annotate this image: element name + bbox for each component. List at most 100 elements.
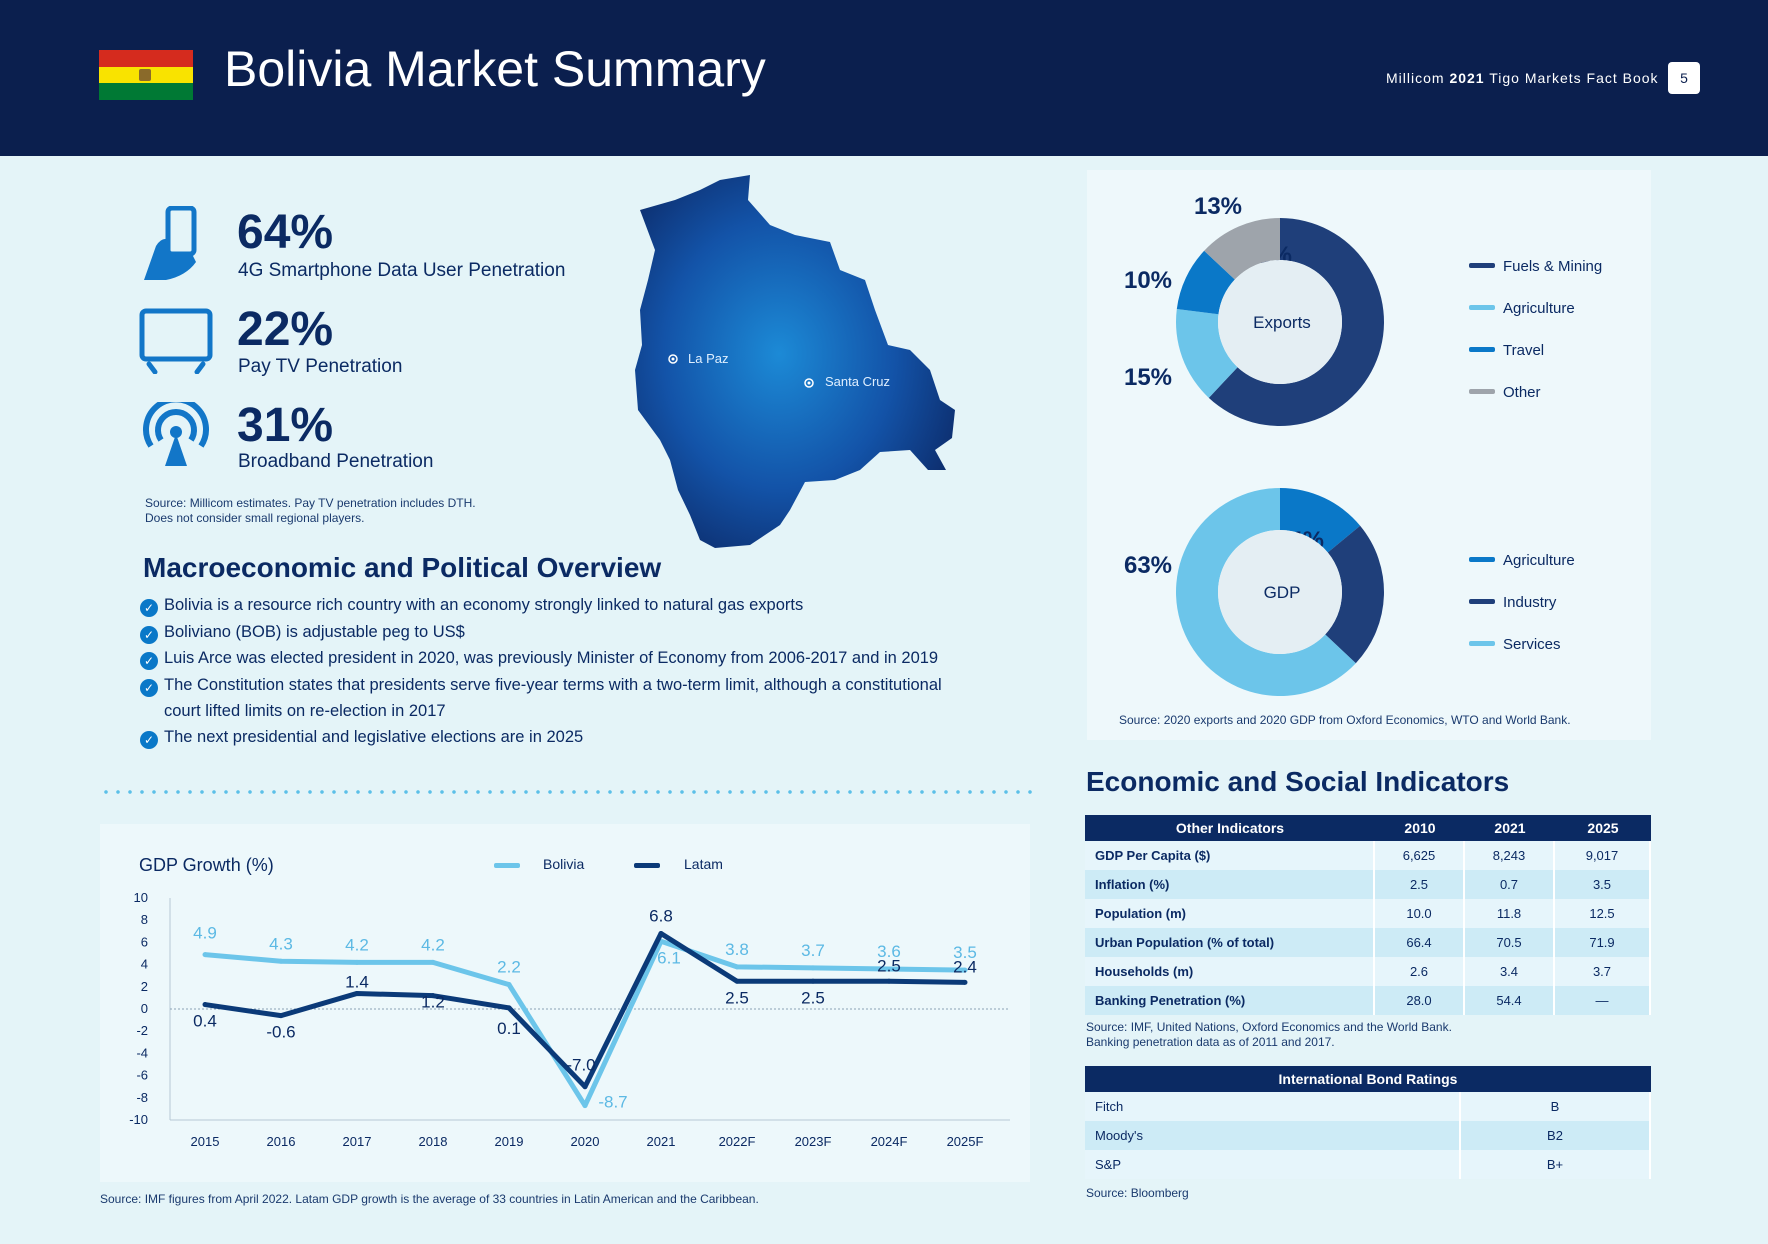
check-icon: ✓ xyxy=(140,731,158,749)
indicator-value-cell: 8,243 xyxy=(1465,841,1555,870)
macro-bullet: ✓ Bolivia is a resource rich country with… xyxy=(140,592,803,618)
tv-icon xyxy=(139,308,213,374)
legend-label: Travel xyxy=(1503,342,1544,359)
smartphone-hand-icon xyxy=(144,206,197,280)
latam-data-label: -7.0 xyxy=(566,1056,595,1075)
legend-swatch xyxy=(1469,557,1495,562)
latam-point xyxy=(734,978,740,984)
legend-swatch xyxy=(1469,599,1495,604)
indicator-value-cell: 6,625 xyxy=(1375,841,1465,870)
gdp-chart-title: GDP Growth (%) xyxy=(139,855,274,875)
indicators-header-row: Other Indicators 2010 2021 2025 xyxy=(1085,815,1651,841)
latam-data-label: 0.4 xyxy=(193,1012,217,1031)
table-row: Fitch B xyxy=(1085,1092,1651,1121)
indicator-value-cell: 70.5 xyxy=(1465,928,1555,957)
macro-bullet-text: Bolivia is a resource rich country with … xyxy=(164,596,804,614)
kpi-label-broadband: Broadband Penetration xyxy=(238,451,434,472)
macro-bullet-text: Luis Arce was elected president in 2020,… xyxy=(164,649,939,667)
slice-percent-label: 15% xyxy=(1124,364,1172,391)
bond-source: Source: Bloomberg xyxy=(1086,1186,1189,1200)
table-row: Urban Population (% of total) 66.4 70.5 71.… xyxy=(1085,928,1651,957)
bolivia-point xyxy=(886,966,892,972)
legend-swatch-bolivia xyxy=(494,863,520,868)
bolivia-data-label: 4.2 xyxy=(421,935,445,954)
bolivia-point xyxy=(202,952,208,958)
donut-center-label: Exports xyxy=(1253,313,1311,332)
bolivia-point xyxy=(582,1103,588,1109)
latam-data-label: -0.6 xyxy=(266,1023,295,1042)
bolivia-data-label: 6.1 xyxy=(657,948,681,967)
y-tick-label: 10 xyxy=(134,890,148,905)
kpi-source: Source: Millicom estimates. Pay TV penet… xyxy=(145,496,476,526)
donut-center-label: GDP xyxy=(1264,583,1301,602)
indicator-name-cell: Inflation (%) xyxy=(1085,870,1375,899)
macro-bullet-text: The next presidential and legislative el… xyxy=(164,728,584,746)
rating-cell: B+ xyxy=(1461,1150,1651,1179)
la-paz-marker-icon xyxy=(668,354,678,364)
bolivia-data-label: 2.2 xyxy=(497,958,521,977)
x-tick-label: 2023F xyxy=(795,1134,832,1149)
macro-bullet-text: Boliviano (BOB) is adjustable peg to US$ xyxy=(164,623,465,641)
donut-slice xyxy=(1176,488,1356,696)
bolivia-data-label: -8.7 xyxy=(598,1093,627,1112)
x-tick-label: 2016 xyxy=(267,1134,296,1149)
x-tick-label: 2025F xyxy=(947,1134,984,1149)
bolivia-point xyxy=(278,958,284,964)
indicator-value-cell: 10.0 xyxy=(1375,899,1465,928)
bolivia-data-label: 4.9 xyxy=(193,924,217,943)
gdp-growth-panel xyxy=(100,824,1030,1182)
x-tick-label: 2019 xyxy=(495,1134,524,1149)
bolivia-point xyxy=(430,959,436,965)
latam-data-label: 2.5 xyxy=(877,956,901,975)
legend-label-bolivia: Bolivia xyxy=(543,856,585,872)
table-row: GDP Per Capita ($) 6,625 8,243 9,017 xyxy=(1085,841,1651,870)
santa-cruz-marker-icon xyxy=(804,378,814,388)
y-tick-label: -6 xyxy=(136,1068,148,1083)
donut-slice xyxy=(1325,525,1384,664)
table-row: Inflation (%) 2.5 0.7 3.5 xyxy=(1085,870,1651,899)
legend-swatch xyxy=(1469,389,1495,394)
legend-label: Other xyxy=(1503,384,1541,401)
indicators-col-header: Other Indicators xyxy=(1085,815,1375,841)
kpi-label-paytv: Pay TV Penetration xyxy=(238,356,403,377)
indicator-name-cell: Households (m) xyxy=(1085,957,1375,986)
rating-cell: B xyxy=(1461,1092,1651,1121)
latam-point xyxy=(202,1002,208,1008)
legend-swatch xyxy=(1469,305,1495,310)
y-tick-label: -10 xyxy=(129,1112,148,1127)
y-tick-label: 0 xyxy=(141,1001,148,1016)
bolivia-data-label: 3.6 xyxy=(877,942,901,961)
x-tick-label: 2021 xyxy=(647,1134,676,1149)
dotted-divider xyxy=(100,790,1032,794)
indicators-title: Economic and Social Indicators xyxy=(1086,766,1510,797)
indicators-source: Source: IMF, United Nations, Oxford Econ… xyxy=(1086,1020,1452,1050)
indicator-value-cell: 3.5 xyxy=(1555,870,1651,899)
y-tick-label: 2 xyxy=(141,979,148,994)
bolivia-series-line xyxy=(204,938,966,1109)
check-icon: ✓ xyxy=(140,599,158,617)
indicator-value-cell: 54.4 xyxy=(1465,986,1555,1015)
indicator-value-cell: 3.4 xyxy=(1465,957,1555,986)
macro-bullet: ✓ The next presidential and legislative e… xyxy=(140,724,583,750)
agency-cell: Fitch xyxy=(1085,1092,1461,1121)
bolivia-point xyxy=(810,965,816,971)
bolivia-data-label: 4.3 xyxy=(269,934,293,953)
legend-swatch xyxy=(1469,641,1495,646)
kpi-value-paytv: 22% xyxy=(237,303,334,356)
x-tick-label: 2015 xyxy=(191,1134,220,1149)
fact-book-label: Millicom 2021 Tigo Markets Fact Book xyxy=(1386,70,1659,86)
bolivia-data-label: 3.5 xyxy=(953,943,977,962)
y-tick-label: -2 xyxy=(136,1023,148,1038)
kpi-value-4g: 64% xyxy=(237,206,334,259)
latam-data-label: 1.4 xyxy=(345,972,369,991)
indicators-col-header: 2010 xyxy=(1375,815,1465,841)
indicator-name-cell: Population (m) xyxy=(1085,899,1375,928)
macro-bullet-text: The Constitution states that presidents … xyxy=(164,676,942,694)
latam-data-label: 2.5 xyxy=(801,988,825,1007)
macro-bullet-continuation: court lifted limits on re-election in 20… xyxy=(164,702,446,720)
bolivia-data-label: 3.7 xyxy=(801,941,825,960)
indicator-value-cell: 0.7 xyxy=(1465,870,1555,899)
latam-point xyxy=(278,1013,284,1019)
bolivia-point xyxy=(506,982,512,988)
